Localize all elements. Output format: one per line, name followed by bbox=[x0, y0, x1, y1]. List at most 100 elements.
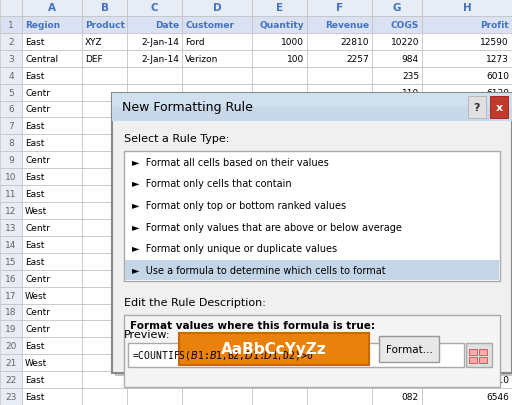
Bar bbox=[82, 118, 127, 135]
Bar bbox=[422, 337, 512, 354]
Bar bbox=[22, 68, 82, 84]
Text: 776: 776 bbox=[402, 223, 419, 232]
Text: 13: 13 bbox=[5, 223, 17, 232]
Bar bbox=[127, 236, 182, 253]
Bar bbox=[372, 321, 422, 337]
Bar bbox=[182, 169, 252, 185]
Bar bbox=[252, 0, 307, 17]
Bar bbox=[82, 68, 127, 84]
Text: 132: 132 bbox=[402, 207, 419, 215]
Text: A: A bbox=[48, 4, 56, 13]
Bar bbox=[307, 51, 372, 68]
Bar bbox=[127, 354, 182, 371]
Bar bbox=[82, 84, 127, 101]
Bar bbox=[127, 220, 182, 236]
Text: 5110: 5110 bbox=[486, 375, 509, 384]
Text: Select a Rule Type:: Select a Rule Type: bbox=[124, 134, 229, 144]
Bar bbox=[22, 321, 82, 337]
Bar bbox=[307, 118, 372, 135]
Bar bbox=[182, 17, 252, 34]
Bar bbox=[127, 0, 182, 17]
Bar bbox=[127, 169, 182, 185]
Text: 18: 18 bbox=[5, 308, 17, 317]
Bar bbox=[422, 371, 512, 388]
Bar bbox=[252, 304, 307, 321]
Bar bbox=[22, 185, 82, 202]
Bar bbox=[0, 371, 22, 388]
Bar bbox=[82, 34, 127, 51]
Bar bbox=[182, 152, 252, 169]
Bar bbox=[252, 68, 307, 84]
Bar bbox=[307, 388, 372, 405]
Bar bbox=[22, 388, 82, 405]
Text: 110: 110 bbox=[402, 88, 419, 97]
Text: 12240: 12240 bbox=[481, 274, 509, 283]
Bar bbox=[0, 84, 22, 101]
Bar bbox=[307, 270, 372, 287]
Text: 10640: 10640 bbox=[480, 358, 509, 367]
Bar bbox=[0, 68, 22, 84]
Text: 3: 3 bbox=[8, 55, 14, 64]
Bar bbox=[252, 388, 307, 405]
Text: 9640: 9640 bbox=[486, 223, 509, 232]
Bar bbox=[372, 152, 422, 169]
Text: Customer: Customer bbox=[185, 21, 234, 30]
Text: 14: 14 bbox=[5, 240, 17, 249]
Text: 6546: 6546 bbox=[486, 392, 509, 401]
Bar bbox=[22, 101, 82, 118]
Bar bbox=[82, 185, 127, 202]
Text: x: x bbox=[496, 103, 503, 113]
Bar bbox=[422, 236, 512, 253]
Bar bbox=[127, 101, 182, 118]
Bar bbox=[82, 337, 127, 354]
Text: H: H bbox=[463, 4, 472, 13]
Bar bbox=[82, 135, 127, 152]
Text: 6130: 6130 bbox=[486, 88, 509, 97]
Text: West: West bbox=[25, 358, 47, 367]
Bar bbox=[372, 34, 422, 51]
Bar bbox=[372, 17, 422, 34]
Text: 11817: 11817 bbox=[480, 240, 509, 249]
Bar bbox=[182, 287, 252, 304]
Bar bbox=[307, 321, 372, 337]
Text: Profit: Profit bbox=[480, 21, 509, 30]
Text: 20: 20 bbox=[5, 341, 17, 350]
Bar bbox=[372, 388, 422, 405]
Text: 470: 470 bbox=[402, 358, 419, 367]
Bar bbox=[127, 337, 182, 354]
Bar bbox=[182, 220, 252, 236]
Bar bbox=[82, 17, 127, 34]
Bar bbox=[422, 68, 512, 84]
Bar bbox=[307, 0, 372, 17]
Bar bbox=[422, 220, 512, 236]
Bar bbox=[82, 236, 127, 253]
Text: 022: 022 bbox=[402, 341, 419, 350]
Text: ►  Format only values that are above or below average: ► Format only values that are above or b… bbox=[132, 222, 402, 232]
Bar bbox=[22, 0, 82, 17]
Bar bbox=[252, 169, 307, 185]
Text: Product: Product bbox=[85, 21, 125, 30]
Bar bbox=[82, 287, 127, 304]
Text: Centr: Centr bbox=[25, 156, 50, 165]
Text: East: East bbox=[25, 375, 45, 384]
Bar bbox=[422, 270, 512, 287]
Text: 6: 6 bbox=[8, 105, 14, 114]
Bar bbox=[422, 388, 512, 405]
Bar bbox=[252, 371, 307, 388]
Bar bbox=[22, 202, 82, 220]
Bar bbox=[82, 202, 127, 220]
Text: 10680: 10680 bbox=[480, 122, 509, 131]
Bar bbox=[0, 34, 22, 51]
Text: 840: 840 bbox=[402, 190, 419, 198]
Bar bbox=[127, 202, 182, 220]
Text: 388: 388 bbox=[402, 156, 419, 165]
Bar bbox=[372, 304, 422, 321]
Bar bbox=[252, 220, 307, 236]
Bar bbox=[127, 34, 182, 51]
Bar bbox=[22, 270, 82, 287]
Bar bbox=[124, 315, 500, 387]
Text: East: East bbox=[25, 257, 45, 266]
Bar bbox=[115, 97, 512, 376]
Text: Edit the Rule Description:: Edit the Rule Description: bbox=[124, 297, 266, 307]
Text: 9: 9 bbox=[8, 156, 14, 165]
